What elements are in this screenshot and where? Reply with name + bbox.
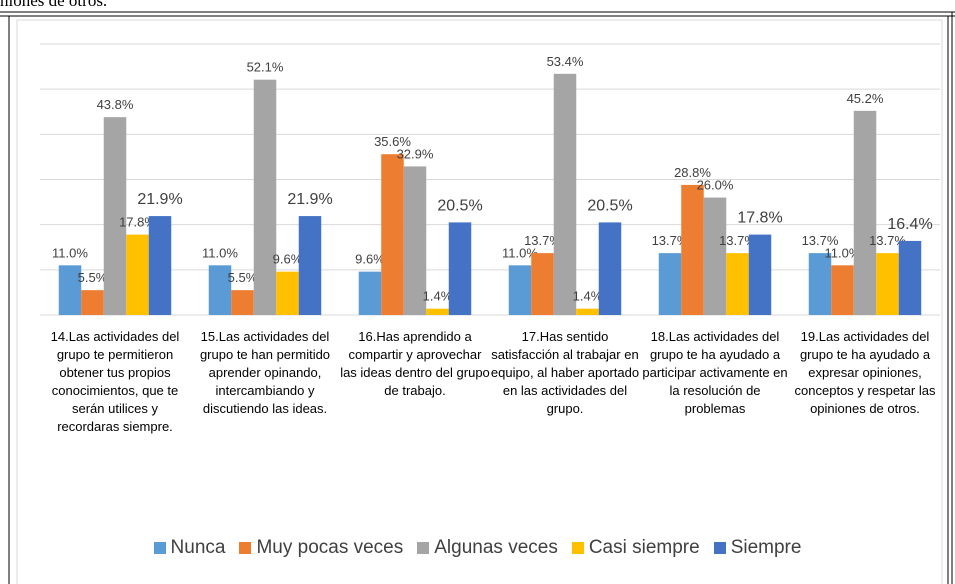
bar <box>358 271 382 315</box>
data-label: 53.4% <box>547 54 584 69</box>
x-tick-label: 14.Las actividades del grupo te permitie… <box>50 329 180 434</box>
bar <box>381 154 404 315</box>
data-label: 13.7% <box>869 233 906 248</box>
data-label: 21.9% <box>137 191 182 208</box>
x-tick-label: 15.Las actividades del grupo te han perm… <box>199 329 331 416</box>
bar <box>276 271 299 315</box>
bar <box>876 253 899 315</box>
legend-label: Nunca <box>170 537 226 558</box>
data-label: 13.7% <box>652 233 689 248</box>
data-label: 9.6% <box>355 252 385 267</box>
bar <box>831 265 854 315</box>
data-label: 35.6% <box>374 134 411 149</box>
bar <box>58 265 82 315</box>
legend-swatch <box>153 542 166 554</box>
bar <box>126 234 149 315</box>
data-label: 1.4% <box>423 289 453 304</box>
data-label: 32.9% <box>397 146 434 161</box>
legend-item: Nunca <box>153 537 226 559</box>
bar <box>148 216 172 315</box>
x-tick-label: 19.Las actividades del grupo te ha ayuda… <box>794 329 936 416</box>
data-label: 1.4% <box>573 289 603 304</box>
data-label: 13.7% <box>719 233 756 248</box>
legend-swatch <box>713 542 726 554</box>
x-tick-label: 16.Has aprendido a compartir y aprovecha… <box>340 329 490 398</box>
legend-swatch <box>239 542 252 554</box>
bar <box>598 222 622 315</box>
data-label: 45.2% <box>847 91 884 106</box>
legend: Nunca Muy pocas veces Algunas veces Casi si… <box>0 537 955 559</box>
data-label: 13.7% <box>802 233 839 248</box>
bar <box>531 253 554 315</box>
bar <box>898 240 922 315</box>
document-text: niones de otros. <box>0 0 108 10</box>
bar <box>426 308 449 315</box>
bar <box>403 166 427 315</box>
data-label: 17.8% <box>737 210 782 227</box>
bar <box>253 79 277 315</box>
data-label: 21.9% <box>287 191 332 208</box>
legend-item: Siempre <box>713 537 802 559</box>
legend-item: Muy pocas veces <box>239 537 403 559</box>
legend-item: Algunas veces <box>417 537 558 559</box>
legend-swatch <box>571 542 584 554</box>
legend-label: Siempre <box>730 537 802 558</box>
data-label: 13.7% <box>524 233 561 248</box>
legend-label: Casi siempre <box>588 537 700 558</box>
x-tick-label: 17.Has sentido satisfacción al trabajar … <box>490 329 640 416</box>
bar <box>703 197 727 315</box>
bar <box>658 253 682 315</box>
bar <box>553 73 577 315</box>
x-tick-label: 18.Las actividades del grupo te ha ayuda… <box>642 329 788 416</box>
bar <box>103 117 127 315</box>
data-label: 11.0% <box>202 245 238 260</box>
bar <box>208 265 232 315</box>
bar <box>748 234 772 315</box>
data-label: 5.5% <box>78 270 108 285</box>
data-label: 11.0% <box>52 245 88 260</box>
bar <box>298 216 322 315</box>
legend-swatch <box>417 542 430 554</box>
data-label: 17.8% <box>119 215 156 230</box>
data-label: 9.6% <box>273 252 303 267</box>
data-label: 28.8% <box>674 165 711 180</box>
data-label: 43.8% <box>97 97 134 112</box>
chart-border <box>16 19 943 584</box>
bar <box>576 308 599 315</box>
data-label: 20.5% <box>587 197 632 214</box>
data-label: 26.0% <box>697 178 734 193</box>
bar <box>853 110 877 315</box>
data-label: 11.0% <box>502 245 538 260</box>
data-label: 11.0% <box>825 245 861 260</box>
legend-label: Muy pocas veces <box>256 537 404 558</box>
legend-label: Algunas veces <box>434 537 558 558</box>
bar <box>681 184 704 315</box>
data-label: 16.4% <box>887 216 932 233</box>
data-label: 5.5% <box>228 270 258 285</box>
bar <box>231 290 254 315</box>
legend-item: Casi siempre <box>571 537 700 559</box>
data-label: 52.1% <box>247 60 284 75</box>
bar <box>81 290 104 315</box>
bar <box>508 265 532 315</box>
bar <box>448 222 472 315</box>
bar <box>726 253 749 315</box>
data-label: 20.5% <box>437 197 482 214</box>
bar <box>808 253 832 315</box>
